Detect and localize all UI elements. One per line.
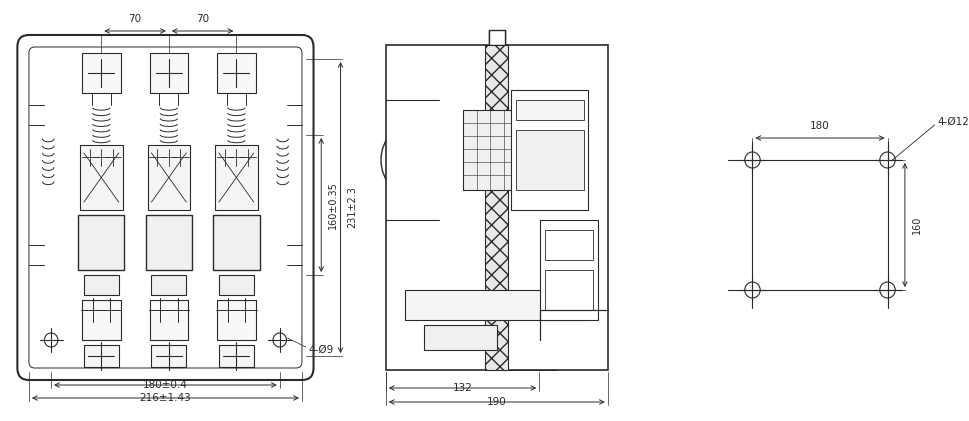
Circle shape [109, 152, 117, 162]
Circle shape [161, 348, 176, 364]
Circle shape [94, 348, 109, 364]
Bar [219, 345, 254, 367]
Circle shape [381, 120, 458, 200]
Circle shape [164, 152, 173, 162]
Bar [78, 215, 124, 270]
Circle shape [880, 282, 895, 298]
Bar [516, 100, 583, 120]
Text: 231±2.3: 231±2.3 [347, 187, 358, 229]
Circle shape [221, 303, 234, 317]
Bar [217, 53, 256, 93]
Circle shape [232, 152, 241, 162]
Bar [516, 130, 583, 190]
Circle shape [161, 65, 176, 81]
Bar [512, 90, 588, 210]
Bar [463, 110, 531, 190]
Circle shape [220, 152, 230, 162]
Circle shape [745, 152, 761, 168]
Text: 132: 132 [453, 383, 473, 393]
Bar [84, 345, 118, 367]
Text: 4-Ø9: 4-Ø9 [309, 345, 334, 355]
Circle shape [273, 333, 287, 347]
FancyBboxPatch shape [17, 35, 314, 380]
Circle shape [557, 58, 600, 102]
Bar [151, 275, 186, 295]
Circle shape [171, 303, 184, 317]
Bar [489, 30, 505, 45]
Text: 180±0.4: 180±0.4 [143, 380, 188, 390]
Circle shape [153, 303, 167, 317]
Bar [213, 215, 260, 270]
Bar [545, 230, 593, 260]
Text: 160±0.35: 160±0.35 [328, 181, 338, 229]
Bar [541, 220, 598, 320]
Bar [147, 145, 190, 210]
Circle shape [97, 152, 107, 162]
Circle shape [85, 152, 95, 162]
Text: 4-Ø12: 4-Ø12 [938, 117, 969, 127]
Bar [405, 290, 588, 320]
Bar [84, 275, 118, 295]
Bar [215, 145, 258, 210]
Bar [145, 215, 192, 270]
Circle shape [238, 303, 252, 317]
Bar [463, 190, 531, 230]
Bar [424, 325, 497, 350]
Bar [80, 145, 122, 210]
Circle shape [745, 282, 761, 298]
Circle shape [94, 65, 109, 81]
Circle shape [229, 348, 244, 364]
Bar [149, 53, 188, 93]
Bar [219, 275, 254, 295]
Circle shape [86, 303, 100, 317]
Bar [386, 45, 608, 370]
Bar [82, 53, 120, 93]
Bar [485, 45, 509, 370]
Bar [151, 345, 186, 367]
Text: 190: 190 [487, 397, 507, 407]
Circle shape [880, 152, 895, 168]
Circle shape [45, 333, 58, 347]
Text: 70: 70 [196, 14, 209, 24]
Bar [149, 300, 188, 340]
Circle shape [229, 65, 244, 81]
Text: 160: 160 [912, 216, 922, 234]
Bar [217, 300, 256, 340]
Circle shape [104, 303, 116, 317]
Circle shape [243, 152, 253, 162]
Circle shape [152, 152, 162, 162]
Bar [82, 300, 120, 340]
Text: 216±1.43: 216±1.43 [140, 393, 191, 403]
Bar [509, 45, 556, 370]
Text: 70: 70 [129, 14, 141, 24]
Circle shape [175, 152, 185, 162]
Bar [545, 270, 593, 310]
Text: 180: 180 [810, 121, 829, 131]
